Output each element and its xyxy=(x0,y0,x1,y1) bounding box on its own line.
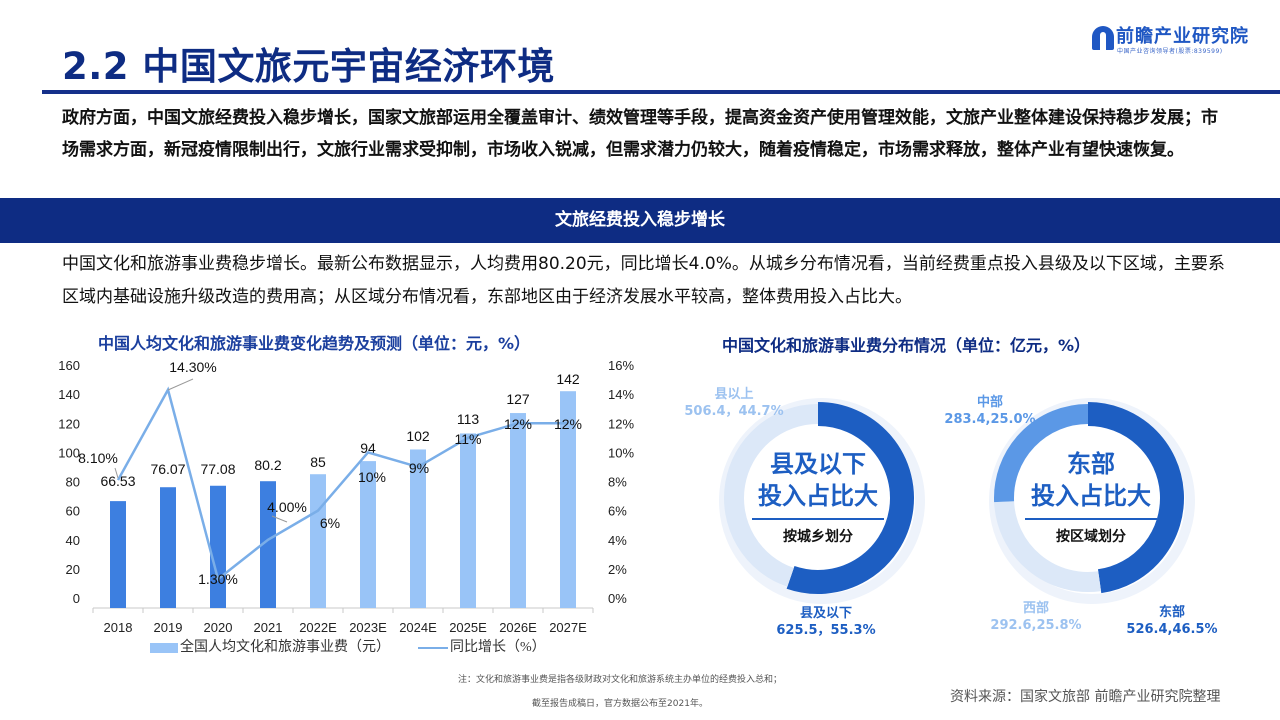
label-above-county: 县以上 506.4，44.7% xyxy=(684,387,784,419)
y-right-tick: 8% xyxy=(608,475,627,490)
growth-value-label: 11% xyxy=(455,431,482,447)
x-tick: 2026E xyxy=(499,620,537,635)
bar-value-label: 142 xyxy=(556,371,580,387)
growth-value-label: 10% xyxy=(358,469,386,485)
donut-region-headline-1: 东部 xyxy=(1067,450,1115,478)
y-left-tick: 20 xyxy=(66,562,80,577)
y-right-tick: 12% xyxy=(608,416,634,431)
bar xyxy=(360,461,376,608)
intro-paragraph: 政府方面，中国文旅经费投入稳步增长，国家文旅部运用全覆盖审计、绩效管理等手段，提… xyxy=(62,108,1218,160)
y-left-tick: 160 xyxy=(58,358,80,373)
title-divider xyxy=(42,90,1280,94)
growth-value-label: 14.30% xyxy=(169,359,216,375)
donut-region-divider xyxy=(1025,518,1157,520)
region-donut-slice xyxy=(994,404,1089,503)
label-county-below: 县及以下 625.5，55.3% xyxy=(776,606,876,638)
x-tick: 2021 xyxy=(254,620,283,635)
donut-urban-headline-1: 县及以下 xyxy=(770,450,866,478)
bar-value-label: 85 xyxy=(310,454,326,470)
y-right-tick: 0% xyxy=(608,591,627,606)
bar-line-chart: 0 20 40 60 80 100 120 140 160 0% 2% 4% 6% 8% 10% 12% 14%… xyxy=(58,358,634,635)
bar xyxy=(160,487,176,608)
y-right-tick: 10% xyxy=(608,445,634,460)
label-west: 西部 292.6,25.8% xyxy=(990,601,1082,633)
growth-line xyxy=(116,386,568,582)
donut-region-center: 东部 投入占比大 按区域划分 xyxy=(1016,448,1166,546)
x-tick: 2023E xyxy=(349,620,387,635)
footnote-line-1: 注：文化和旅游事业费是指各级财政对文化和旅游系统主办单位的经费投入总和； xyxy=(457,675,782,685)
bar xyxy=(410,449,426,608)
footnote-line-2: 截至报告成稿日，官方数据公布至2021年。 xyxy=(532,699,708,709)
y-right-tick: 6% xyxy=(608,504,627,519)
description-paragraph: 中国文化和旅游事业费稳步增长。最新公布数据显示，人均费用80.20元，同比增长4… xyxy=(62,254,1225,307)
x-tick: 2020 xyxy=(204,620,233,635)
donut-urban-headline-2: 投入占比大 xyxy=(758,482,878,510)
logo-tagline: 中国产业咨询领导者(股票:839599) xyxy=(1117,48,1223,55)
legend-line-label: 同比增长（%） xyxy=(450,640,546,655)
donut-urban-center: 县及以下 投入占比大 按城乡划分 xyxy=(748,448,888,546)
bar xyxy=(460,433,476,608)
growth-value-label: 8.10% xyxy=(78,450,118,466)
donut-urban-caption: 按城乡划分 xyxy=(783,529,853,545)
y-right-tick: 4% xyxy=(608,533,627,548)
page-title: 2.2 中国文旅元宇宙经济环境 xyxy=(62,45,555,88)
x-tick: 2018 xyxy=(104,620,133,635)
bar xyxy=(510,413,526,608)
bar-value-label: 113 xyxy=(457,411,480,427)
company-logo: 前瞻产业研究院 中国产业咨询领导者(股票:839599) xyxy=(1092,22,1272,58)
growth-value-label: 6% xyxy=(320,515,340,531)
donut-chart-title: 中国文化和旅游事业费分布情况（单位：亿元，%） xyxy=(722,336,1091,355)
y-left-tick: 80 xyxy=(66,475,80,490)
bar-value-label: 80.2 xyxy=(254,457,281,473)
growth-value-label: 12% xyxy=(504,416,532,432)
region-donut-slice xyxy=(1087,402,1184,594)
legend-bar-swatch xyxy=(150,642,178,653)
bar-value-label: 102 xyxy=(406,428,430,444)
bar-value-label: 76.07 xyxy=(150,461,185,477)
growth-value-label: 12% xyxy=(554,416,582,432)
bar xyxy=(560,391,576,608)
logo-name: 前瞻产业研究院 xyxy=(1116,26,1249,47)
chart-legend: 全国人均文化和旅游事业费（元） 同比增长（%） xyxy=(150,636,546,656)
y-left-tick: 60 xyxy=(66,504,80,519)
donut-region-headline-2: 投入占比大 xyxy=(1031,482,1151,510)
x-tick: 2019 xyxy=(154,620,183,635)
bar-value-label: 77.08 xyxy=(200,461,235,477)
y-right-tick: 16% xyxy=(608,358,634,373)
growth-value-label: 9% xyxy=(409,460,429,476)
growth-value-label: 1.30% xyxy=(198,571,238,587)
donut-region-caption: 按区域划分 xyxy=(1056,529,1126,545)
logo-icon xyxy=(1092,26,1114,50)
bar xyxy=(110,501,126,608)
legend-bar-label: 全国人均文化和旅游事业费（元） xyxy=(180,640,390,655)
y-left-tick: 0 xyxy=(73,591,80,606)
bar-value-label: 66.53 xyxy=(100,473,135,489)
bar-value-label: 127 xyxy=(506,391,530,407)
section-banner: 文旅经费投入稳步增长 xyxy=(0,198,1280,243)
bar-value-label: 94 xyxy=(360,440,376,456)
urban-rural-donut-slice xyxy=(724,404,819,587)
y-left-tick: 100 xyxy=(58,445,80,460)
legend-line-swatch xyxy=(418,646,448,649)
urban-rural-donut-slice xyxy=(786,402,914,594)
y-right-tick: 2% xyxy=(608,562,627,577)
x-tick: 2027E xyxy=(549,620,587,635)
y-left-tick: 140 xyxy=(58,387,80,402)
y-left-tick: 120 xyxy=(58,416,80,431)
y-right-tick: 14% xyxy=(608,387,634,402)
bar-chart-title: 中国人均文化和旅游事业费变化趋势及预测（单位：元，%） xyxy=(98,334,531,353)
y-left-tick: 40 xyxy=(66,533,80,548)
bar xyxy=(260,481,276,608)
x-tick: 2025E xyxy=(449,620,487,635)
label-east: 东部 526.4,46.5% xyxy=(1126,605,1218,637)
data-source: 资料来源：国家文旅部 前瞻产业研究院整理 xyxy=(950,689,1221,705)
label-central: 中部 283.4,25.0% xyxy=(944,395,1036,427)
x-tick: 2022E xyxy=(299,620,337,635)
region-donut-slice xyxy=(994,500,1101,592)
footnote: 注：文化和旅游事业费是指各级财政对文化和旅游系统主办单位的经费投入总和； 截至报… xyxy=(420,668,820,716)
donut-urban-divider xyxy=(752,518,884,520)
x-tick: 2024E xyxy=(399,620,437,635)
growth-value-label: 4.00% xyxy=(267,499,307,515)
